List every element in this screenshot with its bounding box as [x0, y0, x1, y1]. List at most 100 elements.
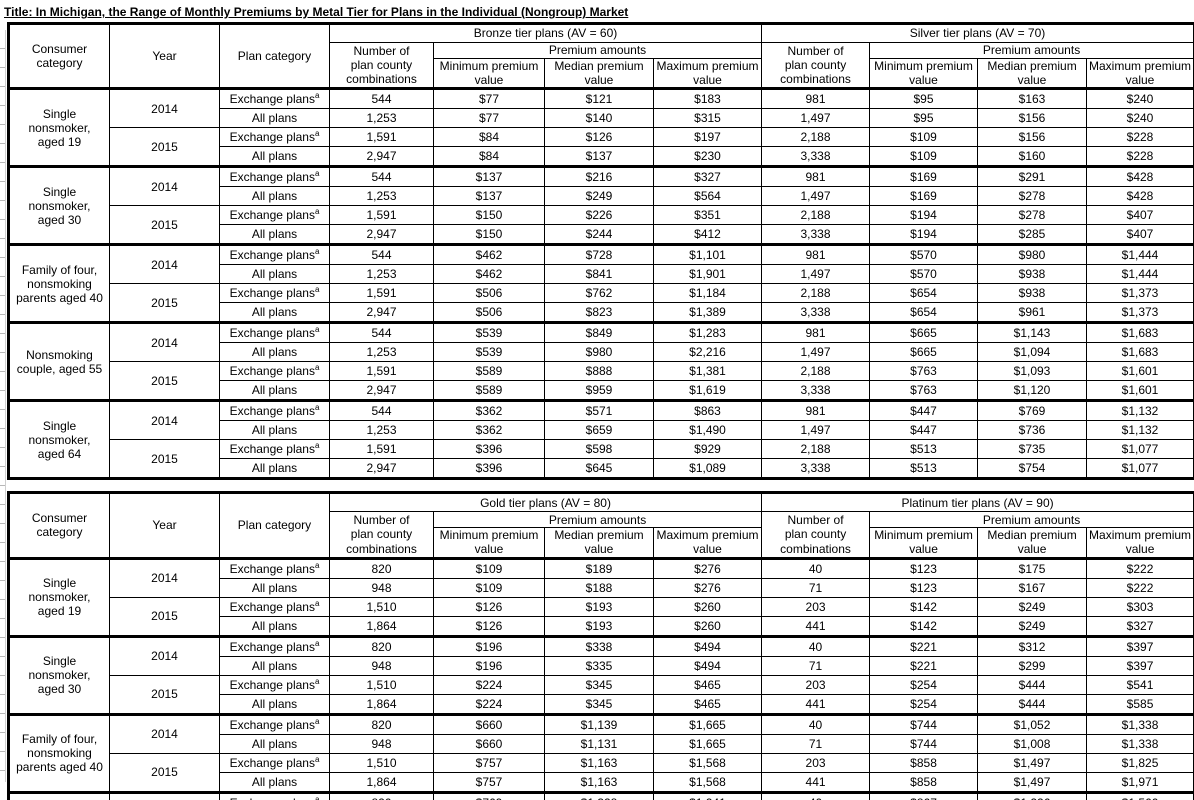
table-row: 2015 Exchange plansa 1,591 $150 $226 $351 2,18…: [9, 205, 1194, 246]
premium-value-cell: $77: [433, 87, 545, 110]
footnote-marker: a: [314, 676, 320, 686]
premium-value-cell: $589: [433, 380, 545, 402]
footnote-marker: a: [314, 598, 320, 608]
plan-category-label: All plans: [251, 189, 298, 204]
combinations-cell: 3,338: [761, 302, 871, 324]
plan-category-cell: Exchange plansa: [219, 321, 330, 344]
premium-value-cell: $541: [1086, 674, 1194, 695]
plan-category-cell: Exchange plansa: [219, 556, 330, 579]
year-cell: 2015: [109, 361, 220, 402]
footnote-marker: a: [314, 716, 320, 726]
premium-value-cell: $197: [652, 127, 763, 148]
premium-value-cell: $1,093: [977, 361, 1088, 382]
combinations-cell: 71: [761, 577, 871, 598]
footnote-marker: a: [314, 441, 320, 451]
premium-value-cell: $345: [544, 693, 654, 715]
premium-value-cell: $754: [977, 458, 1088, 480]
combinations-cell: 1,591: [329, 361, 434, 382]
premium-value-cell: $1,101: [652, 243, 763, 266]
premium-value-cell: $539: [433, 342, 545, 363]
premium-value-cell: $462: [433, 243, 545, 266]
premium-table-gold-platinum: Consumer category Year Plan category Gold t…: [7, 491, 1194, 800]
premium-value-cell: $156: [977, 127, 1088, 148]
premium-value-cell: $260: [652, 615, 763, 637]
combinations-cell: 1,510: [329, 674, 434, 695]
premium-value-cell: $1,683: [1086, 321, 1194, 344]
col-header-premium-amounts-bronze: Premium amounts: [432, 42, 763, 59]
year-cell: 2014: [109, 790, 220, 800]
col-header-maximum-bronze: Maximum premium value: [652, 57, 763, 90]
year-cell: 2014: [109, 556, 220, 598]
premium-value-cell: $183: [652, 87, 763, 110]
premium-value-cell: $142: [869, 615, 979, 637]
plan-category-label: Exchange plans: [229, 208, 315, 223]
premium-value-cell: $95: [869, 108, 979, 129]
premium-value-cell: $276: [652, 577, 763, 598]
plan-category-cell: All plans: [219, 420, 330, 441]
combinations-cell: 1,864: [329, 771, 434, 793]
col-header-plan-category: Plan category: [219, 492, 330, 559]
plan-category-label: All plans: [251, 305, 298, 320]
footnote-marker: a: [314, 207, 320, 217]
premium-value-cell: $867: [869, 790, 979, 800]
premium-value-cell: $1,444: [1086, 264, 1194, 285]
premium-value-cell: $654: [869, 283, 979, 304]
premium-value-cell: $1,077: [1086, 458, 1194, 480]
premium-value-cell: $249: [977, 596, 1088, 617]
combinations-cell: 1,497: [761, 186, 871, 207]
premium-value-cell: $1,089: [652, 458, 763, 480]
col-header-premium-amounts-gold: Premium amounts: [432, 511, 763, 529]
plan-category-label: Exchange plans: [229, 717, 315, 732]
table-header: Consumer category Year Plan category Gold t…: [8, 492, 1194, 559]
premium-value-cell: $77: [433, 108, 545, 129]
footnote-marker: a: [314, 129, 320, 139]
premium-value-cell: $221: [869, 655, 979, 676]
col-header-combinations-bronze: Number of plan county combinations: [329, 41, 434, 90]
premium-value-cell: $444: [977, 693, 1088, 715]
premium-value-cell: $169: [869, 165, 979, 188]
premium-value-cell: $397: [1086, 655, 1194, 676]
combinations-cell: 544: [329, 399, 434, 422]
plan-category-label: Exchange plans: [229, 677, 315, 692]
premium-value-cell: $193: [544, 615, 654, 637]
table-row: Family of four, nonsmoking parents aged …: [8, 243, 1194, 324]
table-row: Single nonsmoker, aged 30 2014 Exchange pl…: [8, 634, 1194, 715]
premium-value-cell: $1,601: [1086, 361, 1194, 382]
combinations-cell: 441: [761, 615, 871, 637]
year-cell: 2014: [109, 87, 220, 129]
premium-value-cell: $1,077: [1086, 439, 1194, 460]
premium-value-cell: $1,226: [977, 790, 1088, 800]
plan-category-label: All plans: [251, 618, 298, 633]
consumer-category-cell: Single nonsmoker, aged 30: [8, 634, 110, 715]
premium-value-cell: $598: [544, 439, 654, 460]
premium-value-cell: $194: [869, 224, 979, 246]
plan-category-cell: All plans: [219, 108, 330, 129]
premium-value-cell: $412: [652, 224, 763, 246]
premium-value-cell: $494: [652, 655, 763, 676]
premium-value-cell: $1,143: [977, 321, 1088, 344]
premium-value-cell: $1,373: [1086, 283, 1194, 304]
premium-value-cell: $660: [433, 733, 545, 754]
premium-value-cell: $1,825: [1086, 752, 1194, 773]
premium-value-cell: $121: [544, 87, 654, 110]
consumer-category-cell: Single nonsmoker, aged 30: [8, 165, 110, 246]
plan-category-label: All plans: [251, 696, 298, 711]
premium-value-cell: $506: [433, 283, 545, 304]
premium-value-cell: $188: [544, 577, 654, 598]
year-cell: 2015: [109, 674, 220, 715]
table-row: 2015 Exchange plansa 1,510 $126 $193 $260 203 $…: [9, 596, 1194, 637]
combinations-cell: 441: [761, 771, 871, 793]
plan-category-cell: All plans: [219, 302, 330, 324]
premium-value-cell: $150: [433, 205, 545, 226]
year-cell: 2015: [109, 127, 220, 168]
col-header-plan-category: Plan category: [219, 22, 330, 90]
footnote-marker: a: [314, 363, 320, 373]
col-header-consumer-category: Consumer category: [8, 22, 110, 90]
premium-value-cell: $1,665: [652, 712, 763, 735]
premium-value-cell: $278: [977, 205, 1088, 226]
premium-value-cell: $1,373: [1086, 302, 1194, 324]
premium-value-cell: $1,381: [652, 361, 763, 382]
combinations-cell: 1,253: [329, 186, 434, 207]
plan-category-cell: Exchange plansa: [219, 712, 330, 735]
plan-category-cell: All plans: [219, 224, 330, 246]
